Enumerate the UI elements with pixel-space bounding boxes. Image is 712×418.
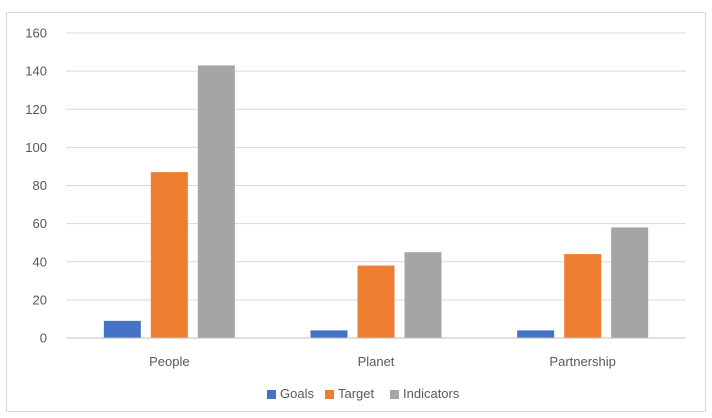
legend-swatch-target [325,390,334,399]
chart-frame [6,12,706,412]
bars [103,65,649,338]
bar-indicators-planet [404,252,442,338]
y-tick-label: 100 [25,140,47,155]
y-tick-label: 140 [25,64,47,79]
bar-target-planet [357,265,395,338]
bar-indicators-partnership [611,227,649,338]
x-tick-label: Partnership [549,354,615,369]
bar-goals-planet [310,330,348,338]
y-tick-label: 120 [25,102,47,117]
legend-label-goals: Goals [280,386,314,401]
bar-goals-partnership [517,330,555,338]
bar-target-partnership [564,254,602,338]
y-axis-tick-labels: 0 20 40 60 80 100 120 140 160 [25,26,47,346]
x-tick-label: Planet [358,354,395,369]
legend-swatch-indicators [390,390,399,399]
bar-target-people [150,172,188,338]
y-tick-label: 160 [25,26,47,41]
legend: Goals Target Indicators [267,386,460,401]
legend-label-target: Target [338,386,375,401]
y-tick-label: 0 [40,331,47,346]
y-tick-label: 20 [33,292,47,307]
bar-goals-people [103,320,141,338]
y-tick-label: 60 [33,216,47,231]
x-axis-tick-labels: People Planet Partnership [149,354,616,369]
legend-swatch-goals [267,390,276,399]
y-tick-label: 80 [33,178,47,193]
y-tick-label: 40 [33,254,47,269]
bar-indicators-people [197,65,235,338]
legend-label-indicators: Indicators [403,386,460,401]
x-tick-label: People [149,354,189,369]
